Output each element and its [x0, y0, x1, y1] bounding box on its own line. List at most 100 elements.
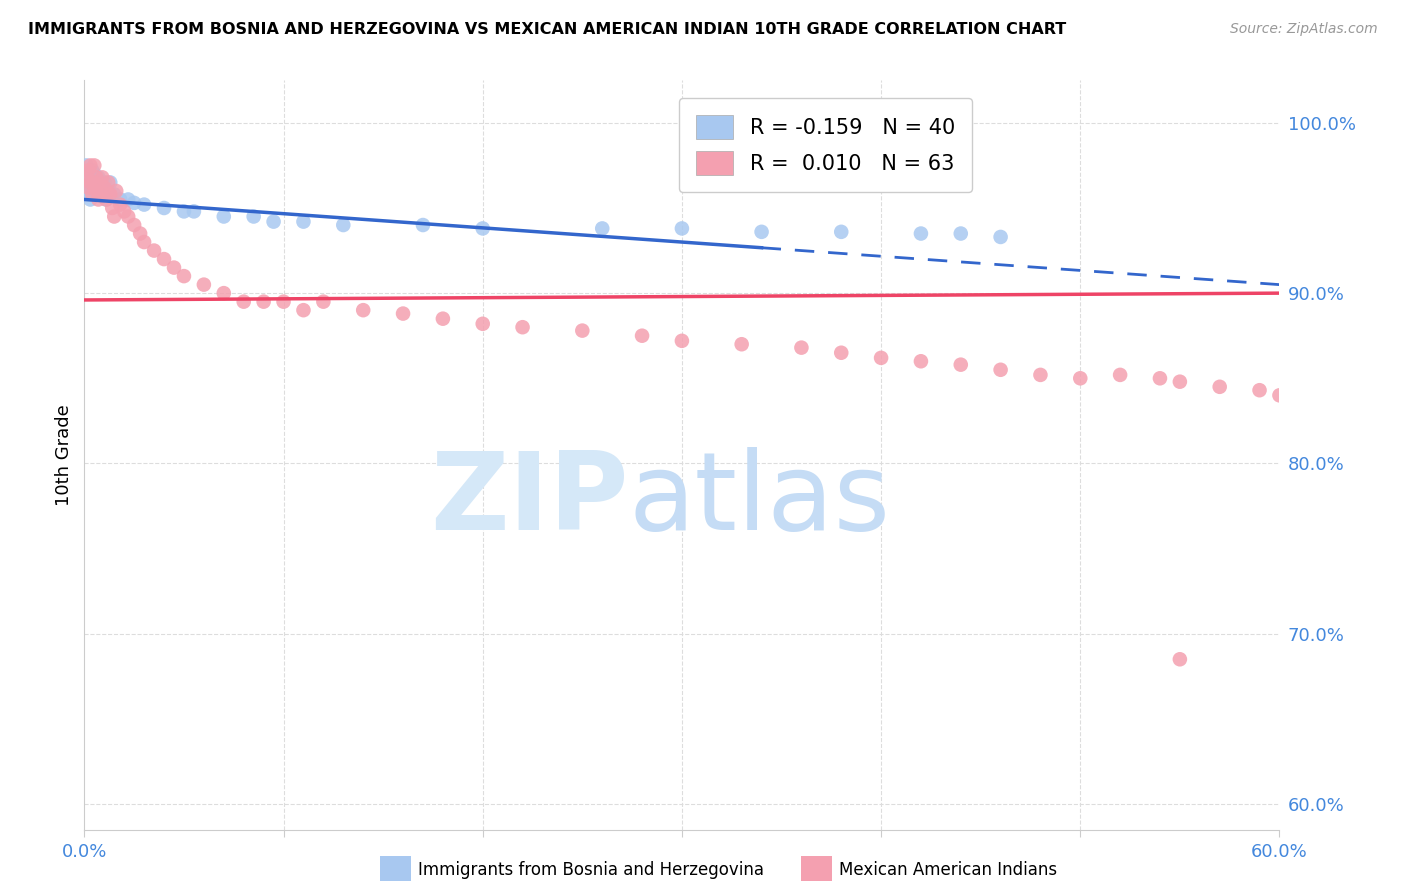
Point [1069, 371, 1091, 385]
Point [571, 324, 593, 338]
Point [132, 197, 156, 211]
Text: atlas: atlas [628, 447, 890, 553]
Point [110, 193, 132, 207]
Point [79, 193, 101, 207]
Y-axis label: 10th Grade: 10th Grade [55, 404, 73, 506]
Point [671, 221, 693, 235]
Point [75, 158, 97, 172]
Point [153, 252, 176, 266]
Point [751, 225, 773, 239]
Point [82, 163, 104, 178]
Point [432, 311, 454, 326]
Point [1109, 368, 1132, 382]
Point [910, 354, 932, 368]
Point [103, 210, 125, 224]
Point [183, 204, 205, 219]
Point [790, 341, 813, 355]
Point [101, 201, 124, 215]
Point [77, 176, 100, 190]
Point [77, 167, 100, 181]
Point [105, 184, 128, 198]
Point [990, 363, 1012, 377]
Point [122, 195, 145, 210]
Point [731, 337, 754, 351]
Point [91, 170, 114, 185]
Point [83, 176, 105, 190]
Point [86, 170, 108, 185]
Point [332, 218, 354, 232]
Point [77, 163, 100, 178]
Point [83, 167, 105, 181]
Point [173, 269, 195, 284]
Text: IMMIGRANTS FROM BOSNIA AND HERZEGOVINA VS MEXICAN AMERICAN INDIAN 10TH GRADE COR: IMMIGRANTS FROM BOSNIA AND HERZEGOVINA V… [28, 22, 1066, 37]
Point [98, 187, 121, 202]
Point [79, 176, 101, 190]
Point [83, 158, 105, 172]
Point [173, 204, 195, 219]
Text: Immigrants from Bosnia and Herzegovina: Immigrants from Bosnia and Herzegovina [418, 861, 763, 879]
Point [232, 294, 254, 309]
Point [830, 345, 852, 359]
Point [910, 227, 932, 241]
Point [98, 176, 121, 190]
Point [86, 187, 108, 202]
Point [89, 184, 111, 198]
Text: 60.0%: 60.0% [1251, 843, 1308, 861]
Legend: R = -0.159   N = 40, R =  0.010   N = 63: R = -0.159 N = 40, R = 0.010 N = 63 [679, 98, 972, 192]
Point [75, 170, 97, 185]
Point [949, 358, 972, 372]
Point [1268, 388, 1291, 402]
Point [75, 184, 97, 198]
Point [631, 328, 654, 343]
Point [163, 260, 186, 275]
Point [392, 307, 415, 321]
Point [83, 176, 105, 190]
Text: ZIP: ZIP [430, 447, 628, 553]
Point [312, 294, 335, 309]
Point [830, 225, 852, 239]
Point [97, 184, 120, 198]
Point [1249, 383, 1271, 397]
Point [292, 303, 315, 318]
Point [87, 170, 110, 185]
Point [79, 170, 101, 185]
Point [117, 193, 139, 207]
Point [96, 193, 118, 207]
Point [77, 180, 100, 194]
Point [89, 180, 111, 194]
Point [212, 210, 235, 224]
Point [117, 210, 139, 224]
Point [129, 227, 152, 241]
Point [132, 235, 156, 249]
Point [1029, 368, 1052, 382]
Point [671, 334, 693, 348]
Point [1168, 375, 1191, 389]
Point [96, 193, 118, 207]
Point [110, 197, 132, 211]
Point [193, 277, 215, 292]
Point [97, 176, 120, 190]
Point [93, 180, 115, 194]
Point [352, 303, 374, 318]
Point [990, 230, 1012, 244]
Point [591, 221, 613, 235]
Point [512, 320, 534, 334]
Point [292, 214, 315, 228]
Point [1308, 392, 1330, 406]
Point [471, 221, 494, 235]
Point [273, 294, 295, 309]
Text: 0.0%: 0.0% [62, 843, 107, 861]
Point [143, 244, 166, 258]
Point [93, 176, 115, 190]
Point [91, 184, 114, 198]
Text: Mexican American Indians: Mexican American Indians [839, 861, 1057, 879]
Point [1209, 380, 1232, 394]
Point [949, 227, 972, 241]
Point [1348, 397, 1371, 411]
Point [153, 201, 176, 215]
Point [1149, 371, 1171, 385]
Point [471, 317, 494, 331]
Point [103, 187, 125, 202]
Point [87, 193, 110, 207]
Point [86, 184, 108, 198]
